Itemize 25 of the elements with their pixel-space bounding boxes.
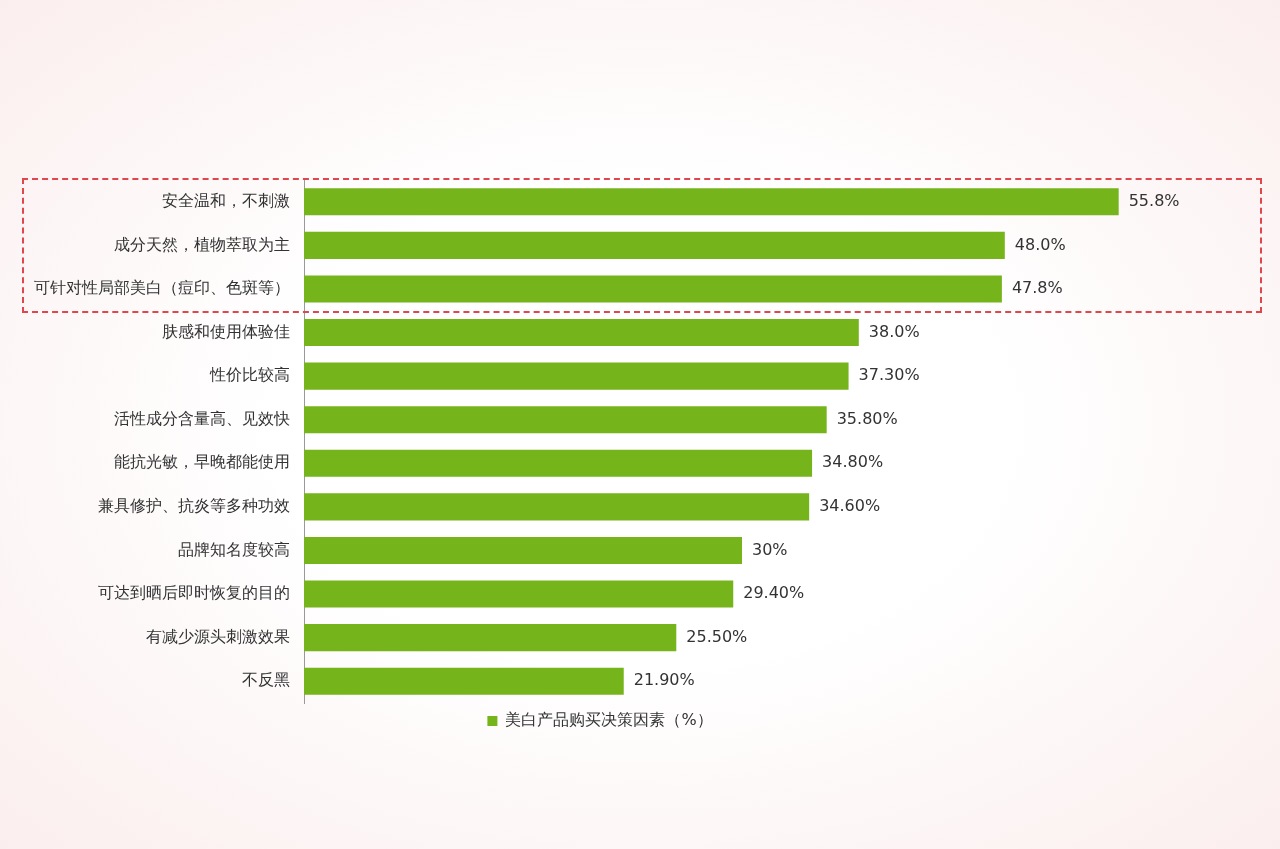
data-label: 21.90% [633, 670, 695, 690]
y-tick-label: 可针对性局部美白（痘印、色斑等） [34, 278, 290, 298]
data-label: 29.40% [743, 583, 805, 603]
y-tick-label: 能抗光敏，早晚都能使用 [114, 452, 290, 472]
data-label: 35.80% [836, 408, 898, 428]
data-label: 25.50% [686, 626, 748, 646]
data-label: 34.80% [822, 452, 884, 472]
y-tick-label: 有减少源头刺激效果 [146, 626, 290, 646]
y-tick-label: 活性成分含量高、见效快 [114, 408, 290, 428]
y-tick-label: 可达到晒后即时恢复的目的 [98, 583, 290, 603]
y-tick-label: 安全温和，不刺激 [162, 190, 290, 210]
y-tick-label: 成分天然，植物萃取为主 [114, 234, 290, 254]
y-tick-label: 性价比较高 [209, 365, 290, 385]
legend-label: 美白产品购买决策因素（%） [505, 710, 713, 730]
y-tick-label: 不反黑 [242, 670, 290, 690]
y-tick-label: 兼具修护、抗炎等多种功效 [98, 496, 290, 516]
data-label: 37.30% [858, 365, 920, 385]
data-label: 30% [752, 539, 788, 559]
data-label: 47.8% [1011, 278, 1063, 298]
y-tick-label: 品牌知名度较高 [178, 539, 290, 559]
y-tick-label: 肤感和使用体验佳 [162, 321, 290, 341]
data-label: 55.8% [1128, 190, 1180, 210]
data-label: 34.60% [819, 496, 881, 516]
data-label: 38.0% [868, 321, 920, 341]
data-label: 48.0% [1014, 234, 1066, 254]
